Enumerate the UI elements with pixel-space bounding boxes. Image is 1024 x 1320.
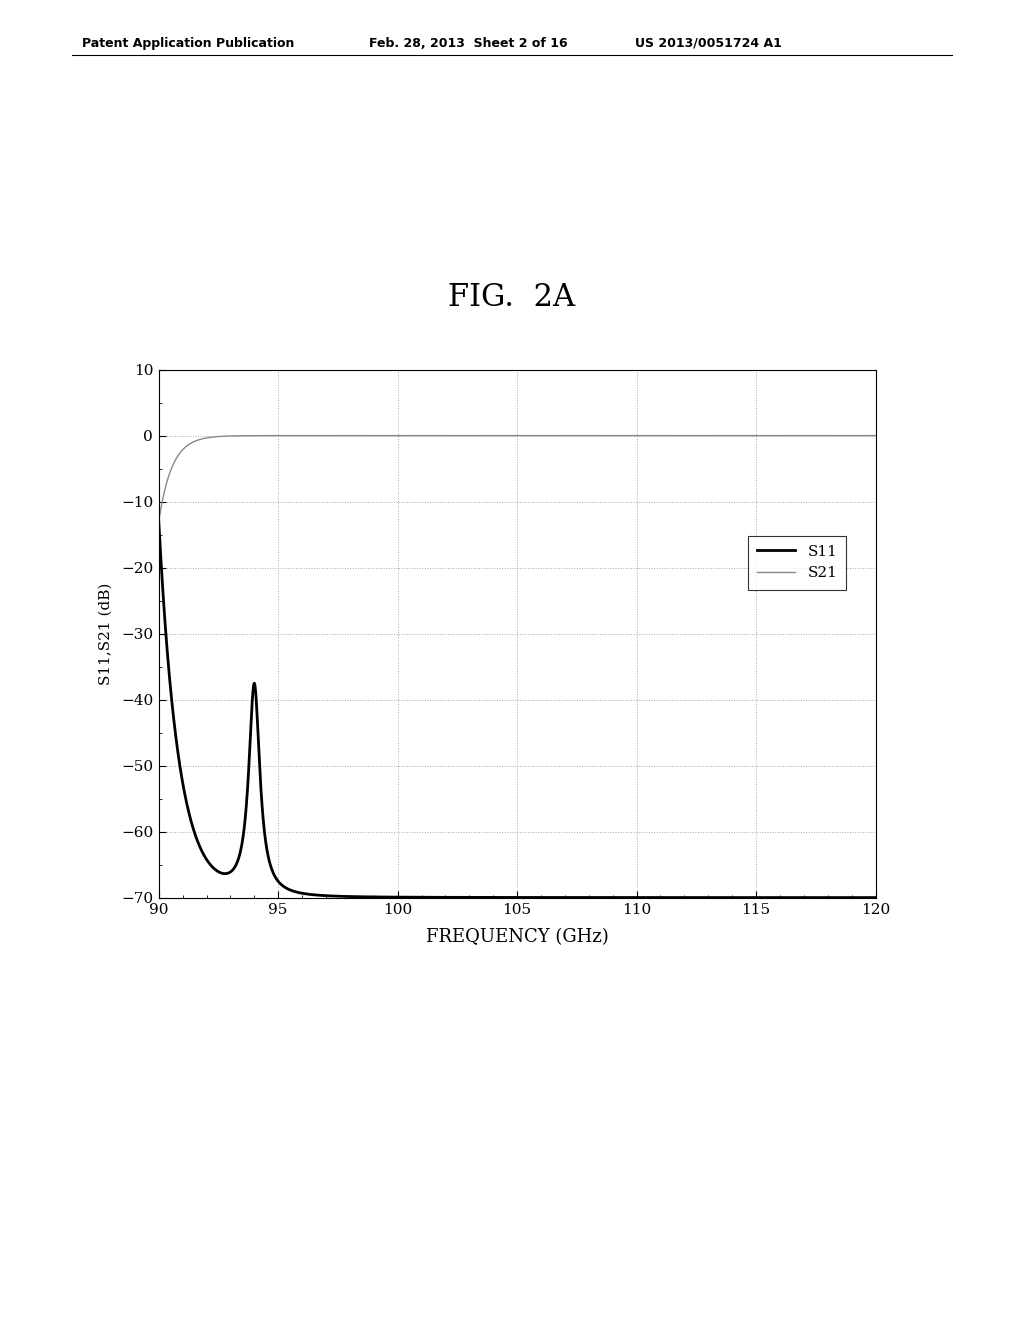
Text: FIG.  2A: FIG. 2A	[449, 281, 575, 313]
Text: Feb. 28, 2013  Sheet 2 of 16: Feb. 28, 2013 Sheet 2 of 16	[369, 37, 567, 50]
Y-axis label: S11,S21 (dB): S11,S21 (dB)	[98, 582, 113, 685]
Legend: S11, S21: S11, S21	[748, 536, 847, 590]
Text: US 2013/0051724 A1: US 2013/0051724 A1	[635, 37, 781, 50]
X-axis label: FREQUENCY (GHz): FREQUENCY (GHz)	[426, 928, 608, 946]
Text: Patent Application Publication: Patent Application Publication	[82, 37, 294, 50]
